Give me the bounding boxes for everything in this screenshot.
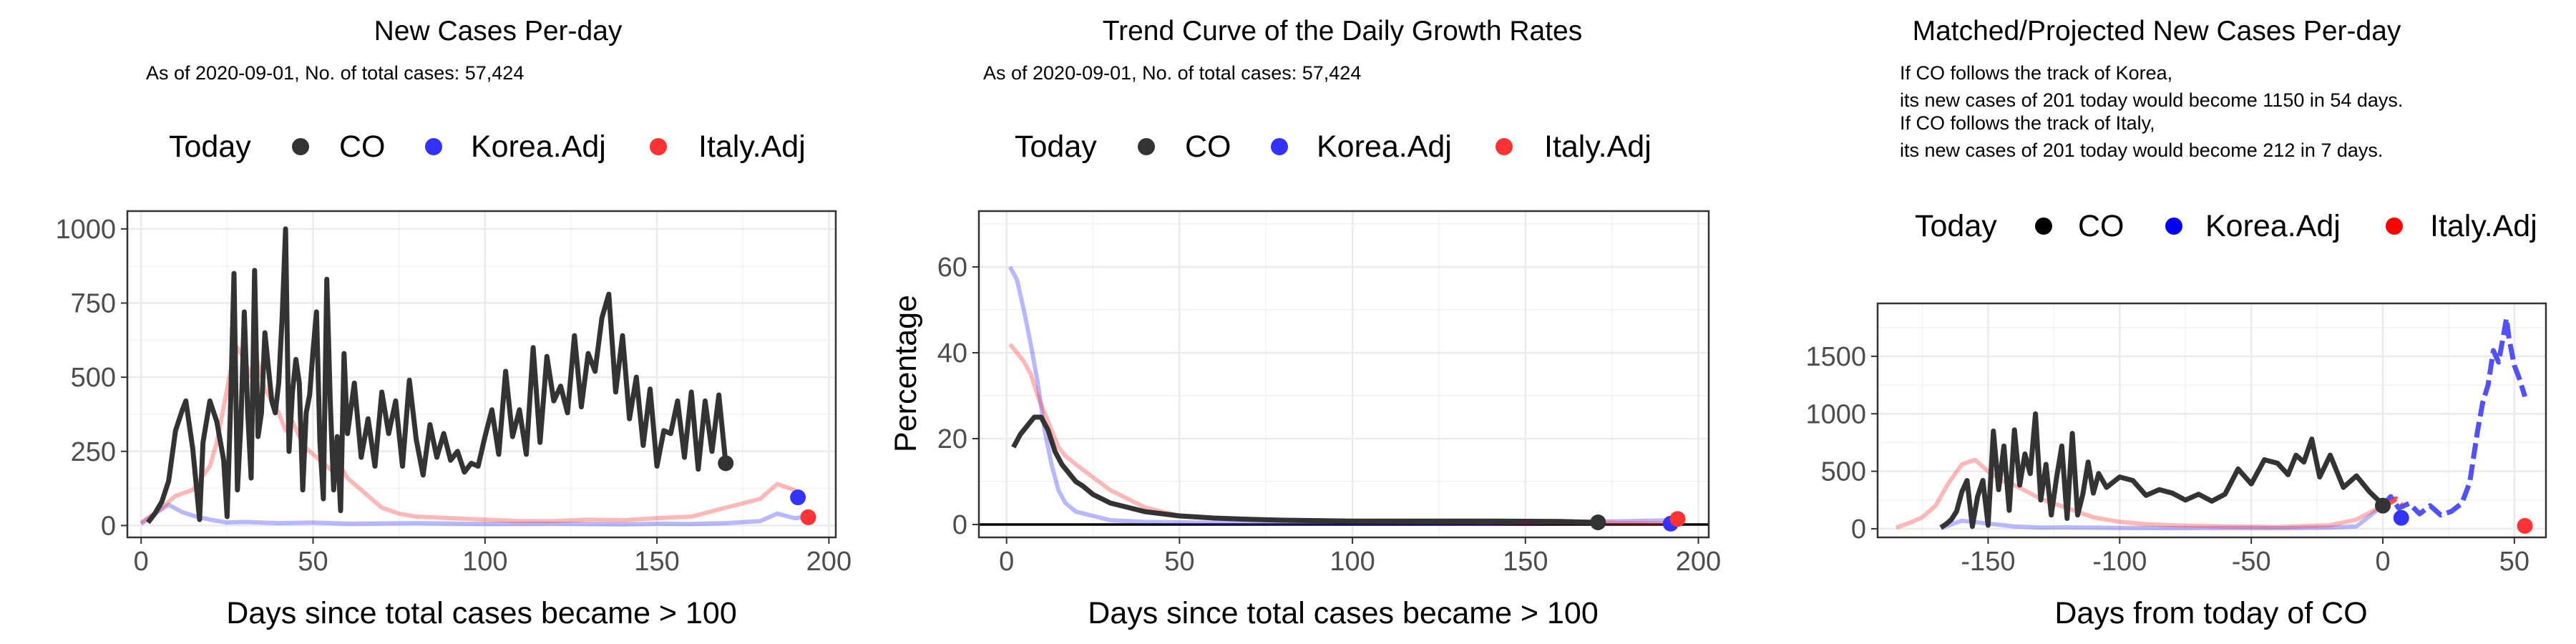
panel3-x-axis-label: Days from today of CO (2054, 596, 2367, 630)
x-tick-label: -50 (2232, 547, 2271, 577)
y-tick-label: 1500 (1805, 342, 1866, 372)
y-tick-label: 500 (71, 363, 116, 393)
x-tick-label: -150 (1961, 547, 2015, 577)
y-tick-label: 1000 (1805, 399, 1866, 429)
today-point (1669, 511, 1686, 527)
x-tick-label: 0 (134, 547, 149, 577)
y-tick-label: 0 (952, 510, 967, 540)
x-tick-label: 50 (1164, 547, 1194, 577)
plot-border (1876, 302, 2547, 539)
y-tick-label: 250 (71, 437, 116, 467)
x-tick-label: 200 (806, 547, 852, 577)
panel-projected: Matched/Projected New Cases Per-day If C… (1805, 16, 2547, 630)
today-point (2375, 497, 2391, 514)
panel3-note-line4: its new cases of 201 today would become … (1900, 140, 2383, 161)
y-tick-label: 40 (937, 338, 967, 369)
today-point (800, 509, 816, 525)
panel3-title: Matched/Projected New Cases Per-day (1913, 16, 2401, 47)
x-tick-label: 150 (634, 547, 679, 577)
legend-label-italy: Italy.Adj (1544, 130, 1652, 164)
panel2-legend: Today CO Korea.Adj Italy.Adj (1015, 130, 1652, 164)
legend-label-korea: Korea.Adj (2205, 209, 2341, 243)
legend-label-korea: Korea.Adj (1317, 130, 1452, 164)
y-tick-label: 60 (937, 253, 967, 283)
panel2-plot: 0 50 100 150 200 0 20 40 60 (937, 210, 1721, 577)
y-tick-label: 0 (101, 511, 116, 541)
today-point (790, 489, 806, 506)
series-line-korea-adj (140, 502, 809, 527)
legend-key-korea (1271, 138, 1288, 155)
panel1-legend: Today CO Korea.Adj Italy.Adj (169, 130, 806, 164)
panel1-title: New Cases Per-day (374, 16, 623, 47)
x-tick-label: 100 (462, 547, 507, 577)
legend-key-co (2035, 218, 2052, 235)
series-line-co (146, 226, 728, 525)
series-line-co (1939, 411, 2385, 530)
legend-label-italy: Italy.Adj (2430, 209, 2537, 243)
legend-key-co (292, 138, 309, 155)
panel3-note-line3: If CO follows the track of Italy, (1900, 112, 2155, 134)
panel1-plot: 0 50 100 150 200 0 250 500 750 1000 (55, 210, 852, 577)
panel-growth-rates: Trend Curve of the Daily Growth Rates As… (889, 16, 1721, 630)
legend-key-korea (2165, 218, 2182, 235)
x-tick-label: 0 (2375, 547, 2390, 577)
plot-border (977, 210, 1710, 539)
today-point (2393, 509, 2409, 526)
panel-new-cases: New Cases Per-day As of 2020-09-01, No. … (55, 16, 852, 630)
y-tick-label: 750 (71, 289, 116, 319)
panel1-subtitle: As of 2020-09-01, No. of total cases: 57… (146, 62, 524, 84)
y-tick-label: 1000 (55, 215, 116, 245)
legend-label-korea: Korea.Adj (471, 130, 606, 164)
series-line-korea-adj (1008, 265, 1678, 526)
legend-key-italy (650, 138, 667, 155)
legend-label-co: CO (339, 130, 386, 164)
panel2-y-axis-label: Percentage (889, 295, 923, 452)
legend-label-italy: Italy.Adj (698, 130, 806, 164)
series-line-italy-adj (1008, 343, 1664, 526)
panel3-legend: Today CO Korea.Adj Italy.Adj (1915, 209, 2537, 243)
x-tick-label: -100 (2092, 547, 2147, 577)
panel2-title: Trend Curve of the Daily Growth Rates (1103, 16, 1582, 47)
plot-border (126, 210, 837, 539)
panel2-subtitle: As of 2020-09-01, No. of total cases: 57… (983, 62, 1361, 84)
x-tick-label: 50 (298, 547, 328, 577)
x-tick-label: 0 (999, 547, 1014, 577)
legend-key-co (1138, 138, 1155, 155)
legend-key-italy (2386, 218, 2403, 235)
projection-line-korea-adj (2381, 316, 2527, 518)
panel3-note-line2: its new cases of 201 today would become … (1900, 89, 2403, 111)
y-tick-label: 500 (1821, 457, 1866, 487)
panel3-note-line1: If CO follows the track of Korea, (1900, 62, 2172, 84)
x-tick-label: 100 (1330, 547, 1375, 577)
y-tick-label: 0 (1851, 514, 1866, 545)
panel1-x-axis-label: Days since total cases became > 100 (226, 596, 736, 630)
legend-key-italy (1496, 138, 1513, 155)
series-line-co (1011, 414, 1595, 525)
legend-title-today: Today (169, 130, 251, 164)
x-tick-label: 200 (1676, 547, 1721, 577)
today-point (718, 455, 734, 472)
legend-title-today: Today (1915, 209, 1997, 243)
panel2-x-axis-label: Days since total cases became > 100 (1088, 596, 1598, 630)
x-tick-label: 50 (2499, 547, 2529, 577)
today-point (2517, 517, 2533, 534)
x-tick-label: 150 (1503, 547, 1548, 577)
legend-key-korea (425, 138, 442, 155)
y-tick-label: 20 (937, 424, 967, 454)
today-point (1590, 514, 1606, 530)
legend-label-co: CO (1185, 130, 1231, 164)
legend-title-today: Today (1015, 130, 1097, 164)
legend-label-co: CO (2078, 209, 2124, 243)
